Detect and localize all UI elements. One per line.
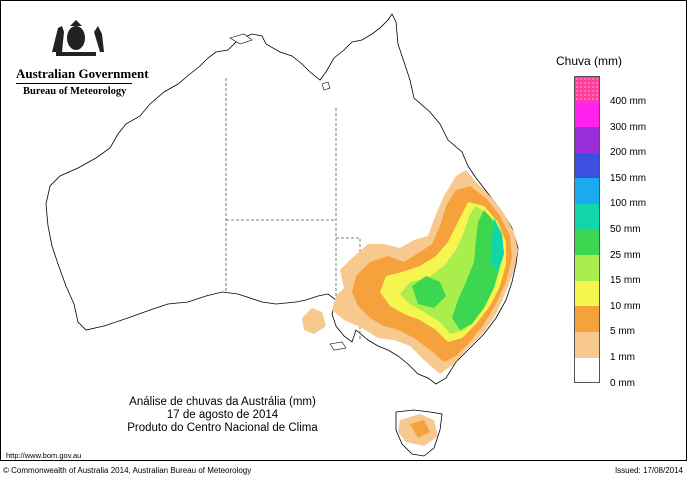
legend-item: 400 mm (574, 76, 686, 107)
legend-label: 200 mm (610, 147, 647, 159)
legend-item: 50 mm (574, 203, 686, 235)
copyright-text: © Commonwealth of Australia 2014, Austra… (3, 466, 252, 475)
groote-island (321, 81, 331, 91)
government-name: Australian Government (16, 66, 149, 81)
legend-item: 300 mm (574, 101, 686, 133)
legend-swatch (574, 178, 600, 204)
legend-swatch (574, 101, 600, 128)
bureau-name: Bureau of Meteorology (23, 86, 127, 97)
legend-item: 25 mm (574, 229, 686, 261)
legend-swatch (574, 127, 600, 153)
legend-label: 10 mm (610, 300, 641, 312)
legend-swatch (574, 229, 600, 256)
logo-divider (16, 83, 132, 84)
legend-item: 10 mm (574, 280, 686, 312)
source-url[interactable]: http://www.bom.gov.au (6, 451, 82, 460)
legend-item: 5 mm (574, 306, 686, 337)
legend-item: 1 mm (574, 331, 686, 363)
legend-item: 100 mm (574, 178, 686, 209)
legend-swatch (574, 76, 600, 102)
legend-item: 150 mm (574, 152, 686, 184)
legend: 400 mm 300 mm 200 mm 150 mm 100 mm 50 mm 25 mm… (574, 76, 686, 389)
legend-label: 300 mm (610, 121, 647, 133)
tasmania (395, 409, 443, 457)
rainfall-shading (302, 170, 518, 446)
legend-label: 400 mm (610, 96, 647, 107)
legend-label: 50 mm (610, 223, 641, 235)
coat-of-arms-icon (52, 20, 104, 56)
legend-item: 0 mm (574, 357, 686, 389)
legend-swatch (574, 331, 600, 358)
legend-swatch (574, 203, 600, 230)
legend-label: 25 mm (610, 249, 641, 261)
legend-swatch (574, 255, 600, 281)
legend-label: 1 mm (610, 351, 635, 363)
issued-date: Issued: 17/08/2014 (614, 466, 683, 475)
map-caption: Análise de chuvas da Austrália (mm) 17 d… (110, 387, 335, 450)
map-frame (0, 0, 687, 461)
legend-swatch (574, 306, 600, 332)
legend-title: Chuva (mm) (556, 54, 623, 68)
legend-label: 150 mm (610, 172, 647, 184)
legend-item: 200 mm (574, 127, 686, 158)
caption-title: Análise de chuvas da Austrália (mm) (129, 396, 316, 408)
legend-label: 5 mm (610, 326, 635, 338)
caption-source: Produto do Centro Nacional de Clima (127, 422, 318, 434)
melville-island (229, 33, 253, 45)
legend-label: 15 mm (610, 275, 641, 287)
logo (12, 18, 140, 69)
legend-swatch (574, 152, 600, 179)
legend-label: 0 mm (610, 377, 635, 389)
legend-swatch (574, 280, 600, 307)
kangaroo-island (329, 341, 347, 351)
caption-date: 17 de agosto de 2014 (166, 409, 279, 421)
legend-swatch (574, 357, 600, 384)
legend-item: 15 mm (574, 255, 686, 286)
legend-label: 100 mm (610, 198, 647, 210)
